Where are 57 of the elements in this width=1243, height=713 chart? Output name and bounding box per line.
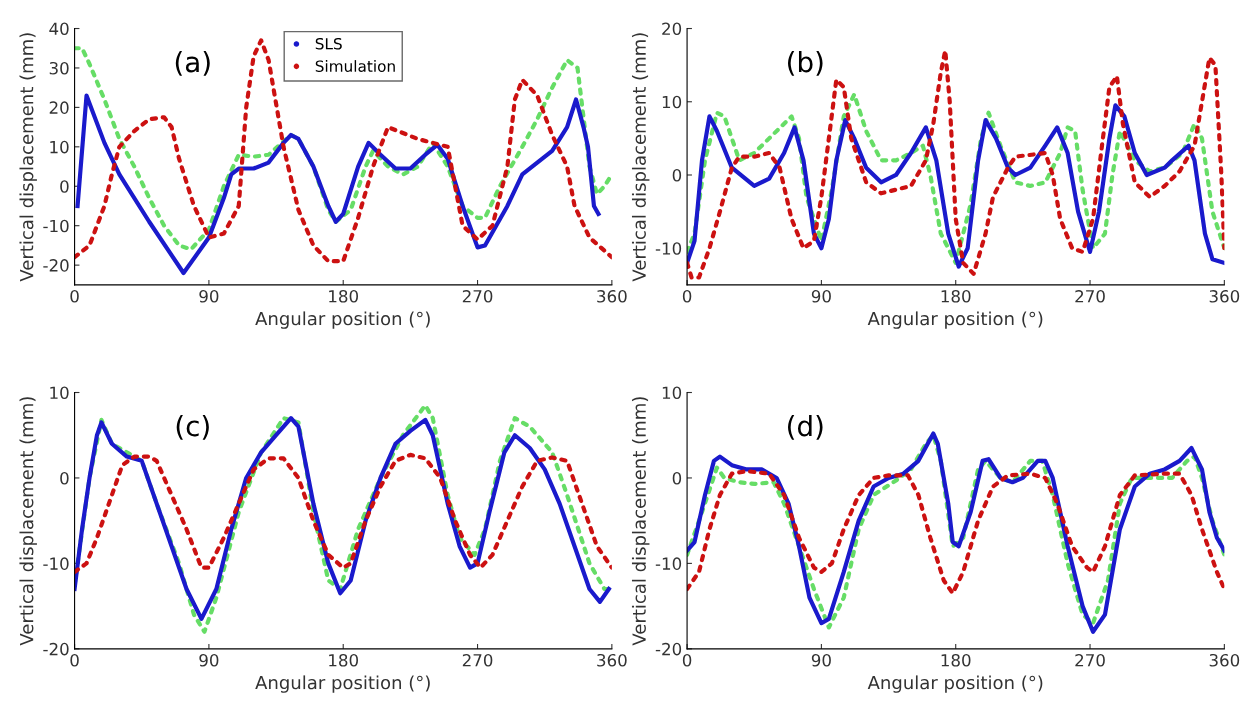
y-tick-label: 0 <box>60 180 69 193</box>
legend-label: Simulation <box>315 60 395 72</box>
y-tick-label: -20 <box>655 642 682 656</box>
x-tick-label: 90 <box>199 290 219 303</box>
x-tick-label: 180 <box>941 290 971 303</box>
y-tick-label: -10 <box>43 557 69 570</box>
y-tick-label: -10 <box>655 242 682 255</box>
y-tick-label: -10 <box>43 219 69 233</box>
y-tick-label: 10 <box>50 140 69 154</box>
x-tick-label: 360 <box>1209 653 1240 667</box>
y-tick-label: 20 <box>662 22 682 36</box>
y-tick-label: 30 <box>49 61 69 75</box>
line-series <box>74 452 612 575</box>
x-tick-label: 270 <box>462 290 493 303</box>
x-tick-label: 90 <box>811 653 831 667</box>
x-tick-label: 180 <box>941 653 971 667</box>
x-axis-title: Angular position (°) <box>255 675 430 693</box>
x-tick-label: 360 <box>1209 290 1240 303</box>
x-tick-label: 0 <box>70 290 79 303</box>
y-tick-label: -20 <box>43 642 69 656</box>
y-axis-title: Vertical displacement (mm) <box>631 397 650 646</box>
y-tick-label: 10 <box>50 386 69 400</box>
line-series <box>75 93 601 276</box>
x-tick-label: 360 <box>597 290 627 303</box>
y-axis-title: Vertical displacement (mm) <box>19 397 37 646</box>
x-tick-label: 0 <box>682 290 692 303</box>
annotation: (a) <box>175 50 210 76</box>
legend-label: SLS <box>315 37 342 50</box>
y-tick-label: 0 <box>60 471 69 485</box>
annotation: (d) <box>788 414 823 440</box>
x-tick-label: 270 <box>462 653 493 667</box>
y-tick-label: -20 <box>43 259 69 272</box>
annotation: (c) <box>176 414 209 440</box>
x-axis-title: Angular position (°) <box>867 311 1043 329</box>
x-tick-label: 0 <box>70 653 79 667</box>
y-axis-title: Vertical displacement (mm) <box>19 33 37 282</box>
annotation: (b) <box>788 50 823 76</box>
x-tick-label: 180 <box>329 653 359 667</box>
x-tick-label: 90 <box>811 290 831 303</box>
x-tick-label: 270 <box>1075 653 1105 667</box>
y-tick-label: 40 <box>49 22 69 36</box>
x-axis-title: Angular position (°) <box>867 675 1043 693</box>
x-tick-label: 180 <box>329 290 359 303</box>
line-series <box>687 469 1225 596</box>
y-axis-title: Vertical displacement (mm) <box>631 33 650 282</box>
x-tick-label: 0 <box>682 653 692 667</box>
x-tick-label: 90 <box>199 653 219 667</box>
x-tick-label: 360 <box>597 653 627 667</box>
line-series <box>687 48 1225 280</box>
y-tick-label: -10 <box>655 557 682 570</box>
y-tick-label: 0 <box>672 168 682 182</box>
x-axis-title: Angular position (°) <box>255 311 430 329</box>
y-tick-label: 20 <box>49 101 69 114</box>
x-tick-label: 270 <box>1075 290 1105 303</box>
y-tick-label: 0 <box>672 471 682 485</box>
y-tick-label: 10 <box>662 95 682 109</box>
y-tick-label: 10 <box>662 386 682 400</box>
